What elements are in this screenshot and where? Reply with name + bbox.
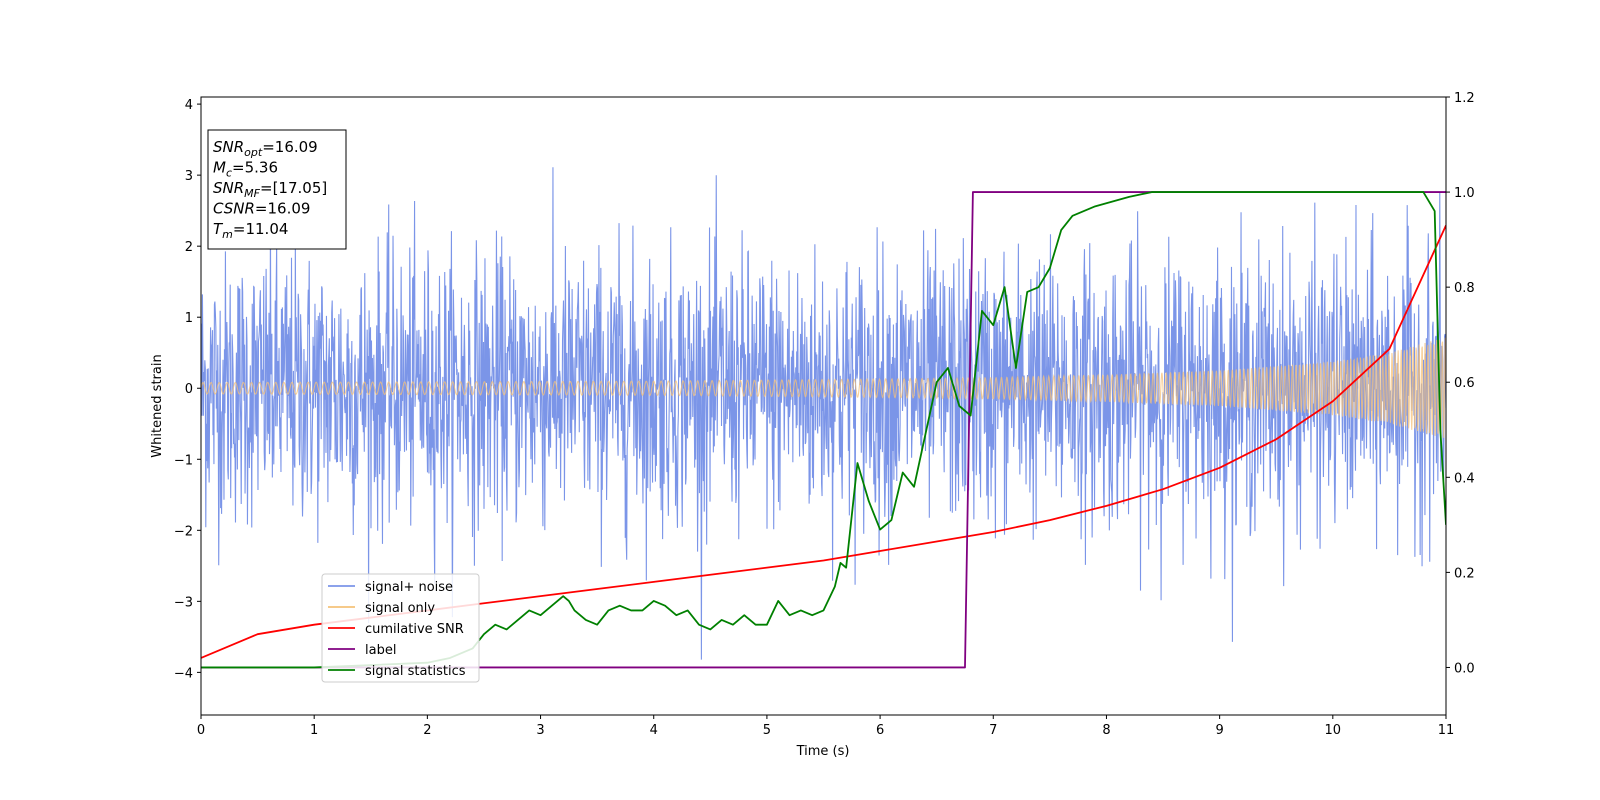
legend-entry-label: signal+ noise — [365, 580, 453, 595]
series-signal-statistics-line — [201, 191, 1446, 669]
y-right-tick-label: 1.0 — [1454, 186, 1475, 201]
y-right-tick-label: 0.8 — [1454, 281, 1475, 296]
annotation-frame — [207, 129, 347, 250]
series-signal-noise-line — [201, 167, 1446, 660]
legend-entry-label: cumilative SNR — [365, 622, 464, 637]
y-axis-left: −4 −3 −2 −1 0 1 2 3 4 — [174, 98, 201, 681]
y-right-tick-label: 0.6 — [1454, 376, 1475, 391]
legend-entry-label: signal statistics — [365, 664, 466, 679]
x-tick-label: 6 — [876, 723, 884, 738]
x-tick-label: 4 — [650, 723, 658, 738]
legend-entry-label: signal only — [365, 601, 435, 616]
x-tick-label: 9 — [1215, 723, 1223, 738]
y-left-tick-label: 0 — [185, 382, 193, 397]
series-signal-only-line — [201, 337, 1446, 438]
annotation-box: SNRopt=16.09Mc=5.36SNRMF=[17.05]CSNR=16.… — [207, 129, 347, 250]
y-left-tick-label: 3 — [185, 169, 193, 184]
annotation-line: CSNR=16.09 — [213, 200, 310, 218]
y-left-tick-label: −2 — [174, 524, 193, 539]
legend: signal+ noise signal only cumilative SNR la… — [321, 573, 480, 683]
annotation-line: SNRopt=16.09 — [213, 138, 318, 159]
y-left-tick-label: 2 — [185, 240, 193, 255]
legend-entry-label: label — [365, 643, 396, 658]
x-tick-label: 8 — [1102, 723, 1110, 738]
x-tick-label: 0 — [197, 723, 205, 738]
x-tick-label: 2 — [423, 723, 431, 738]
annotation-line: SNRMF=[17.05] — [213, 179, 327, 200]
x-axis-label: Time (s) — [796, 744, 850, 759]
y-right-tick-label: 1.2 — [1454, 91, 1475, 106]
y-axis-right: 0.0 0.2 0.4 0.6 0.8 1.0 1.2 — [1446, 91, 1475, 676]
x-tick-label: 1 — [310, 723, 318, 738]
legend-frame — [321, 573, 480, 683]
y-left-tick-label: −4 — [174, 666, 193, 681]
x-tick-label: 10 — [1325, 723, 1342, 738]
annotation-line: Tm=11.04 — [213, 220, 288, 241]
y-axis-label: Whitened strain — [150, 354, 165, 457]
x-tick-label: 7 — [989, 723, 997, 738]
y-right-tick-label: 0.0 — [1454, 661, 1475, 676]
y-left-tick-label: 4 — [185, 98, 193, 113]
y-right-tick-label: 0.2 — [1454, 566, 1475, 581]
x-tick-label: 5 — [763, 723, 771, 738]
x-tick-label: 3 — [536, 723, 544, 738]
y-left-tick-label: −3 — [174, 595, 193, 610]
x-tick-label: 11 — [1438, 723, 1455, 738]
y-left-tick-label: −1 — [174, 453, 193, 468]
y-right-tick-label: 0.4 — [1454, 471, 1475, 486]
annotation-line: Mc=5.36 — [213, 159, 278, 180]
y-left-tick-label: 1 — [185, 311, 193, 326]
plot-frame — [200, 96, 1447, 716]
x-axis: 0 1 2 3 4 5 6 7 8 9 10 11 — [197, 715, 1454, 738]
